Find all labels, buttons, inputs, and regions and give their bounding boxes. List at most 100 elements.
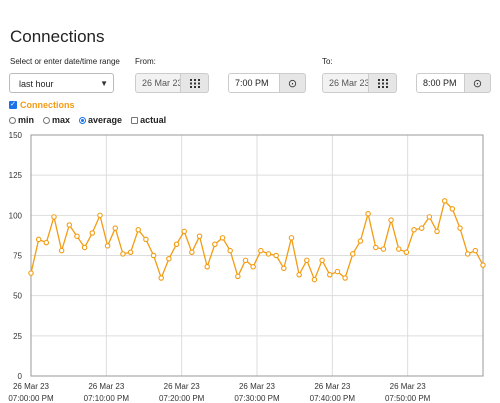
from-calendar-button[interactable] <box>181 73 209 93</box>
data-point <box>127 249 134 256</box>
data-point <box>43 239 50 246</box>
data-point <box>235 273 241 280</box>
data-point <box>173 241 180 248</box>
data-point <box>449 206 456 212</box>
radio-average[interactable] <box>79 116 87 124</box>
data-point <box>418 225 425 231</box>
data-point <box>372 244 379 251</box>
from-time-input[interactable]: 7:00 PM <box>228 73 280 93</box>
data-point <box>135 227 142 233</box>
data-point <box>250 263 256 270</box>
y-tick-label: 25 <box>13 332 22 341</box>
range-selected-value: last hour <box>19 79 54 89</box>
aggregation-label: actual <box>140 115 167 125</box>
aggregation-option-actual[interactable]: actual <box>131 115 166 125</box>
data-point <box>464 251 471 257</box>
data-point <box>365 210 371 217</box>
x-tick-date-label: 26 Mar 23 <box>164 382 201 391</box>
series-checkbox[interactable]: ✓ <box>9 101 17 109</box>
page-title: Connections <box>10 27 105 46</box>
y-tick-label: 150 <box>9 131 23 140</box>
data-point <box>58 247 65 254</box>
data-point <box>150 252 157 259</box>
data-point <box>158 275 164 281</box>
data-point <box>104 243 111 249</box>
x-tick-time-label: 07:10:00 PM <box>84 394 130 403</box>
data-point <box>457 225 463 231</box>
x-tick-time-label: 07:00:00 PM <box>8 394 54 403</box>
clock-icon: ⊙ <box>287 77 298 90</box>
data-point <box>35 236 42 243</box>
y-tick-label: 100 <box>9 211 23 220</box>
x-tick-date-label: 26 Mar 23 <box>239 382 276 391</box>
range-label: Select or enter date/time range <box>10 57 120 66</box>
aggregation-option-min[interactable]: min <box>9 115 34 125</box>
to-calendar-button[interactable] <box>369 73 397 93</box>
aggregation-label: min <box>18 115 35 125</box>
aggregation-option-average[interactable]: average <box>79 115 122 125</box>
data-point <box>212 241 218 248</box>
calendar-icon <box>189 78 200 88</box>
from-label: From: <box>135 57 156 66</box>
aggregation-option-max[interactable]: max <box>43 115 70 125</box>
data-point <box>434 228 440 235</box>
y-tick-label: 50 <box>13 292 22 301</box>
data-point <box>143 236 149 243</box>
checkbox-actual[interactable] <box>131 116 139 124</box>
x-tick-time-label: 07:50:00 PM <box>385 394 431 403</box>
data-point <box>219 235 226 241</box>
to-time-input[interactable]: 8:00 PM <box>416 73 465 93</box>
data-point <box>304 257 310 264</box>
data-point <box>319 257 325 264</box>
data-point <box>89 230 96 236</box>
range-select[interactable]: last hour ▼ <box>9 73 114 93</box>
from-date-input[interactable]: 26 Mar 23 <box>135 73 181 93</box>
data-point <box>395 246 402 252</box>
data-point <box>181 228 187 235</box>
data-point <box>51 214 57 220</box>
data-point <box>441 198 448 204</box>
x-tick-date-label: 26 Mar 23 <box>390 382 427 391</box>
data-point <box>334 268 341 275</box>
calendar-icon <box>377 78 388 88</box>
from-clock-button[interactable]: ⊙ <box>280 73 306 93</box>
data-point <box>242 257 249 264</box>
data-point <box>380 246 387 252</box>
data-point <box>357 238 364 244</box>
series-line <box>30 199 484 282</box>
data-point <box>258 247 264 254</box>
data-point <box>472 247 479 254</box>
x-tick-date-label: 26 Mar 23 <box>88 382 125 391</box>
data-point <box>265 251 272 257</box>
data-point <box>28 270 34 276</box>
data-point <box>166 255 172 262</box>
plot-border <box>30 134 484 377</box>
x-tick-date-label: 26 Mar 23 <box>13 382 50 391</box>
series-toggle[interactable]: ✓ Connections <box>9 100 75 110</box>
data-point <box>480 262 486 268</box>
y-tick-label: 75 <box>13 252 22 261</box>
data-point <box>189 249 195 256</box>
clock-icon: ⊙ <box>472 77 483 90</box>
y-tick-label: 125 <box>9 171 23 180</box>
aggregation-label: max <box>52 115 71 125</box>
data-point <box>204 263 210 270</box>
radio-max[interactable] <box>43 116 51 124</box>
data-point <box>81 244 88 251</box>
data-point <box>74 233 80 239</box>
data-point <box>288 235 295 241</box>
series-name: Connections <box>20 100 75 110</box>
aggregation-options: min max average actual <box>9 115 175 125</box>
data-point <box>342 275 348 281</box>
connections-chart: 0 25 50 75 100 125 150 26 Mar 23 07:00:00 PM 26 M… <box>8 131 486 403</box>
data-point <box>327 272 333 278</box>
data-point <box>426 214 433 220</box>
data-point <box>273 252 279 259</box>
chevron-down-icon: ▼ <box>100 79 108 88</box>
to-date-input[interactable]: 26 Mar 23 <box>322 73 369 93</box>
y-tick-label: 0 <box>18 372 23 381</box>
to-clock-button[interactable]: ⊙ <box>465 73 491 93</box>
data-point <box>403 249 410 256</box>
radio-min[interactable] <box>9 116 16 124</box>
x-tick-time-label: 07:40:00 PM <box>310 394 356 403</box>
